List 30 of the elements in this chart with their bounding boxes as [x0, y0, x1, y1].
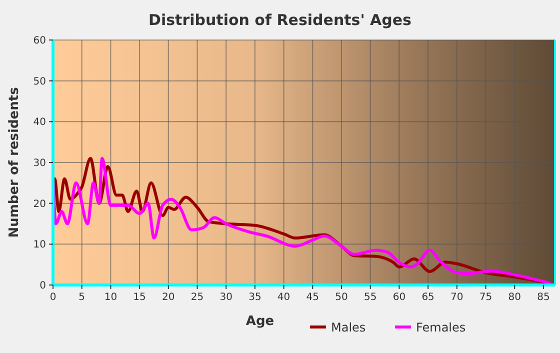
legend-label: Females — [416, 320, 466, 334]
x-tick-label: 5 — [78, 292, 86, 303]
y-tick-label: 0 — [40, 280, 46, 292]
x-tick-label: 40 — [277, 292, 290, 303]
legend-label: Males — [331, 320, 366, 334]
y-tick-label: 50 — [33, 76, 46, 88]
y-tick-label: 60 — [33, 36, 46, 46]
chart-title: Distribution of Residents' Ages — [148, 11, 412, 29]
x-tick-label: 30 — [220, 292, 232, 303]
x-tick-label: 45 — [306, 292, 320, 303]
x-tick-label: 55 — [364, 292, 377, 303]
x-tick-label: 70 — [450, 292, 464, 303]
x-tick-label: 25 — [190, 292, 204, 303]
x-tick-label: 15 — [133, 292, 146, 303]
x-tick-label: 50 — [335, 292, 348, 303]
x-tick-label: 10 — [104, 292, 118, 303]
x-tick-label: 20 — [162, 292, 175, 303]
x-tick-label: 85 — [537, 292, 550, 303]
y-tick-label: 40 — [33, 117, 46, 128]
y-tick-label: 30 — [33, 158, 46, 169]
x-tick-label: 0 — [50, 292, 56, 303]
x-tick-label: 60 — [392, 292, 406, 303]
y-tick-label: 10 — [33, 240, 46, 251]
y-axis-title: Number of residents — [7, 86, 22, 238]
y-tick-label: 20 — [33, 198, 46, 210]
x-tick-label: 75 — [479, 292, 492, 303]
x-axis-title: Age — [246, 314, 274, 329]
x-tick-label: 80 — [508, 292, 521, 303]
x-tick-label: 35 — [248, 292, 262, 303]
x-tick-label: 65 — [422, 292, 434, 303]
